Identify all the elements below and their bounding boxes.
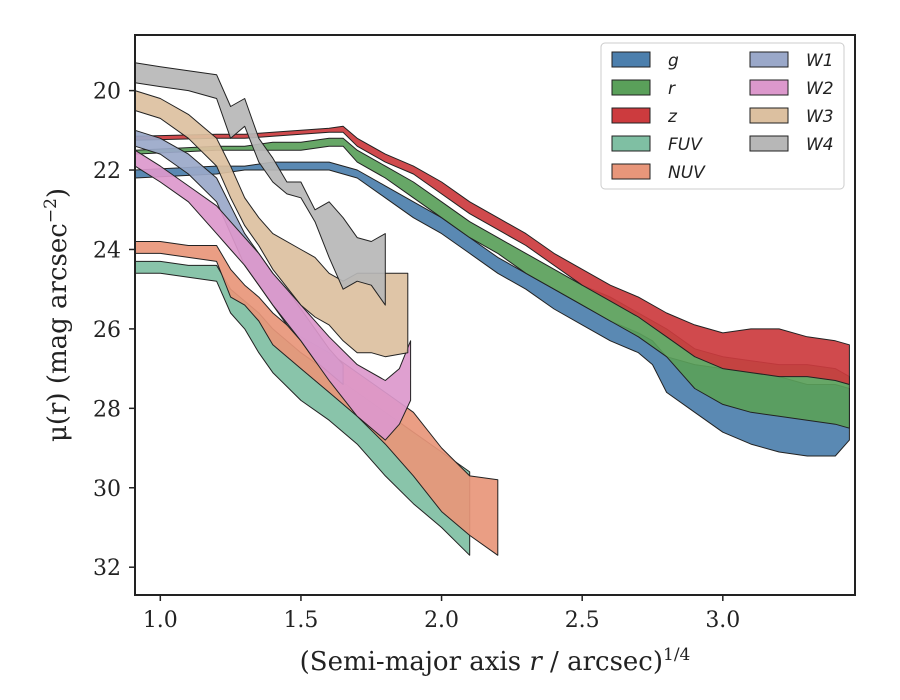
plot-frame (134, 34, 856, 596)
legend-label-z: z (667, 107, 678, 127)
y-tick-label: 22 (93, 159, 121, 184)
tick-layer: 1.0 1.5 2.0 2.5 3.0 20 22 24 26 28 30 32 (93, 80, 740, 633)
y-tick-label: 24 (93, 238, 121, 263)
legend-swatch-w3 (749, 107, 789, 124)
band-z (134, 125, 850, 385)
band-w3 (134, 90, 409, 358)
legend-label-r: r (668, 79, 676, 99)
band-w2 (134, 149, 412, 441)
legend-label-nuv: NUV (668, 163, 706, 183)
legend-swatch-fuv (611, 135, 651, 152)
x-tick-label: 2.0 (424, 608, 459, 633)
legend-label-w1: W1 (806, 51, 834, 71)
y-tick-label: 20 (93, 80, 121, 105)
x-tick-label: 1.0 (143, 608, 178, 633)
legend: grz FUV NUV W1 W2 W3 W4 (600, 42, 845, 190)
y-tick-label: 32 (93, 556, 121, 581)
x-tick-label: 2.5 (565, 608, 600, 633)
legend-label-w3: W3 (806, 107, 834, 127)
y-axis-title: μ(r) (mag arcsec−2) (41, 188, 73, 442)
series-layer (134, 62, 850, 556)
legend-label-fuv: FUV (668, 135, 703, 155)
legend-swatch-w2 (749, 79, 789, 96)
x-tick-label: 3.0 (705, 608, 740, 633)
legend-swatch-nuv (611, 163, 651, 180)
legend-swatch-w4 (749, 135, 789, 152)
x-tick-label: 1.5 (283, 608, 318, 633)
legend-swatch-w1 (749, 51, 789, 68)
y-tick-label: 30 (93, 477, 121, 502)
band-w4 (134, 62, 386, 306)
legend-label-g: g (668, 51, 679, 71)
band-r (134, 137, 850, 429)
y-tick-label: 26 (93, 318, 121, 343)
x-axis-title: (Semi-major axis r / arcsec)1/4 (300, 645, 691, 677)
legend-swatch-g (611, 51, 651, 68)
band-g (134, 161, 850, 457)
band-nuv (134, 241, 499, 556)
legend-label-w2: W2 (806, 79, 834, 99)
y-tick-label: 28 (93, 397, 121, 422)
legend-swatch-r (611, 79, 651, 96)
legend-swatch-z (611, 107, 651, 124)
legend-label-w4: W4 (806, 135, 834, 155)
